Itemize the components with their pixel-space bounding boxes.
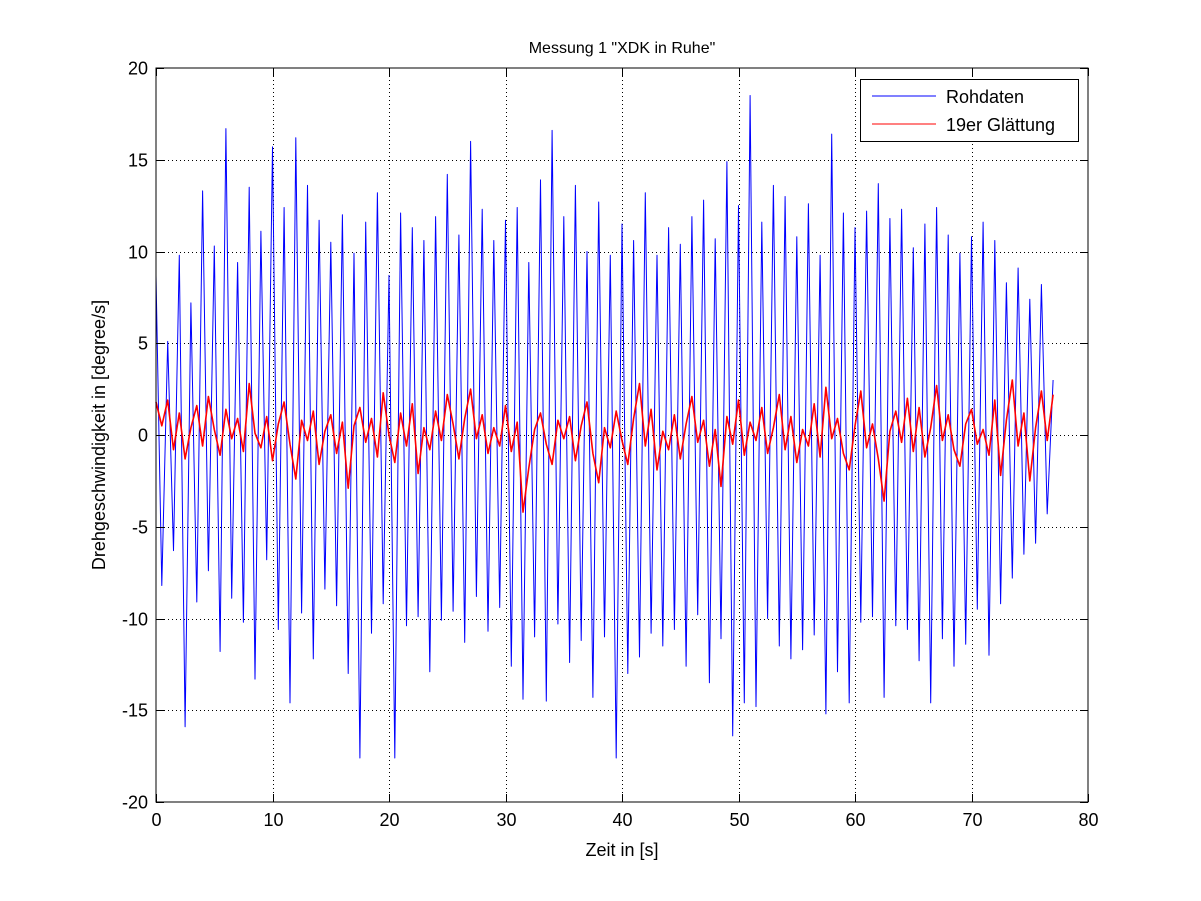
y-tick-label: 0 [138, 426, 148, 446]
legend-label-glaettung: 19er Glättung [946, 115, 1055, 135]
series-line-rohdaten [155, 95, 1054, 759]
y-axis-label: Drehgeschwindigkeit in [degree/s] [89, 300, 109, 570]
legend-label-rohdaten: Rohdaten [946, 87, 1024, 107]
legend: Rohdaten 19er Glättung [860, 79, 1079, 142]
x-tick-label: 70 [962, 810, 982, 830]
x-tick-label: 20 [379, 810, 399, 830]
y-tick-label: -10 [122, 610, 148, 630]
x-tick-label: 50 [729, 810, 749, 830]
legend-box [860, 79, 1079, 142]
y-tick-label: 10 [128, 243, 148, 263]
y-tick-label: 5 [138, 334, 148, 354]
y-tick-label: 15 [128, 151, 148, 171]
x-tick-label: 40 [612, 810, 632, 830]
ticks: 0 10 20 30 40 50 60 70 80 -20 -15 -10 -5 0 5 10 15 20 [122, 59, 1099, 831]
x-tick-label: 10 [263, 810, 283, 830]
x-tick-label: 60 [845, 810, 865, 830]
y-tick-label: -15 [122, 701, 148, 721]
series-line-glaettung [155, 379, 1054, 513]
series-group [155, 95, 1054, 759]
x-tick-label: 30 [496, 810, 516, 830]
y-tick-label: -20 [122, 793, 148, 813]
y-tick-label: -5 [132, 518, 148, 538]
y-tick-label: 20 [128, 59, 148, 79]
x-tick-label: 0 [151, 810, 161, 830]
chart-title: Messung 1 "XDK in Ruhe" [529, 40, 716, 57]
x-axis-label: Zeit in [s] [585, 840, 658, 860]
x-tick-label: 80 [1078, 810, 1098, 830]
